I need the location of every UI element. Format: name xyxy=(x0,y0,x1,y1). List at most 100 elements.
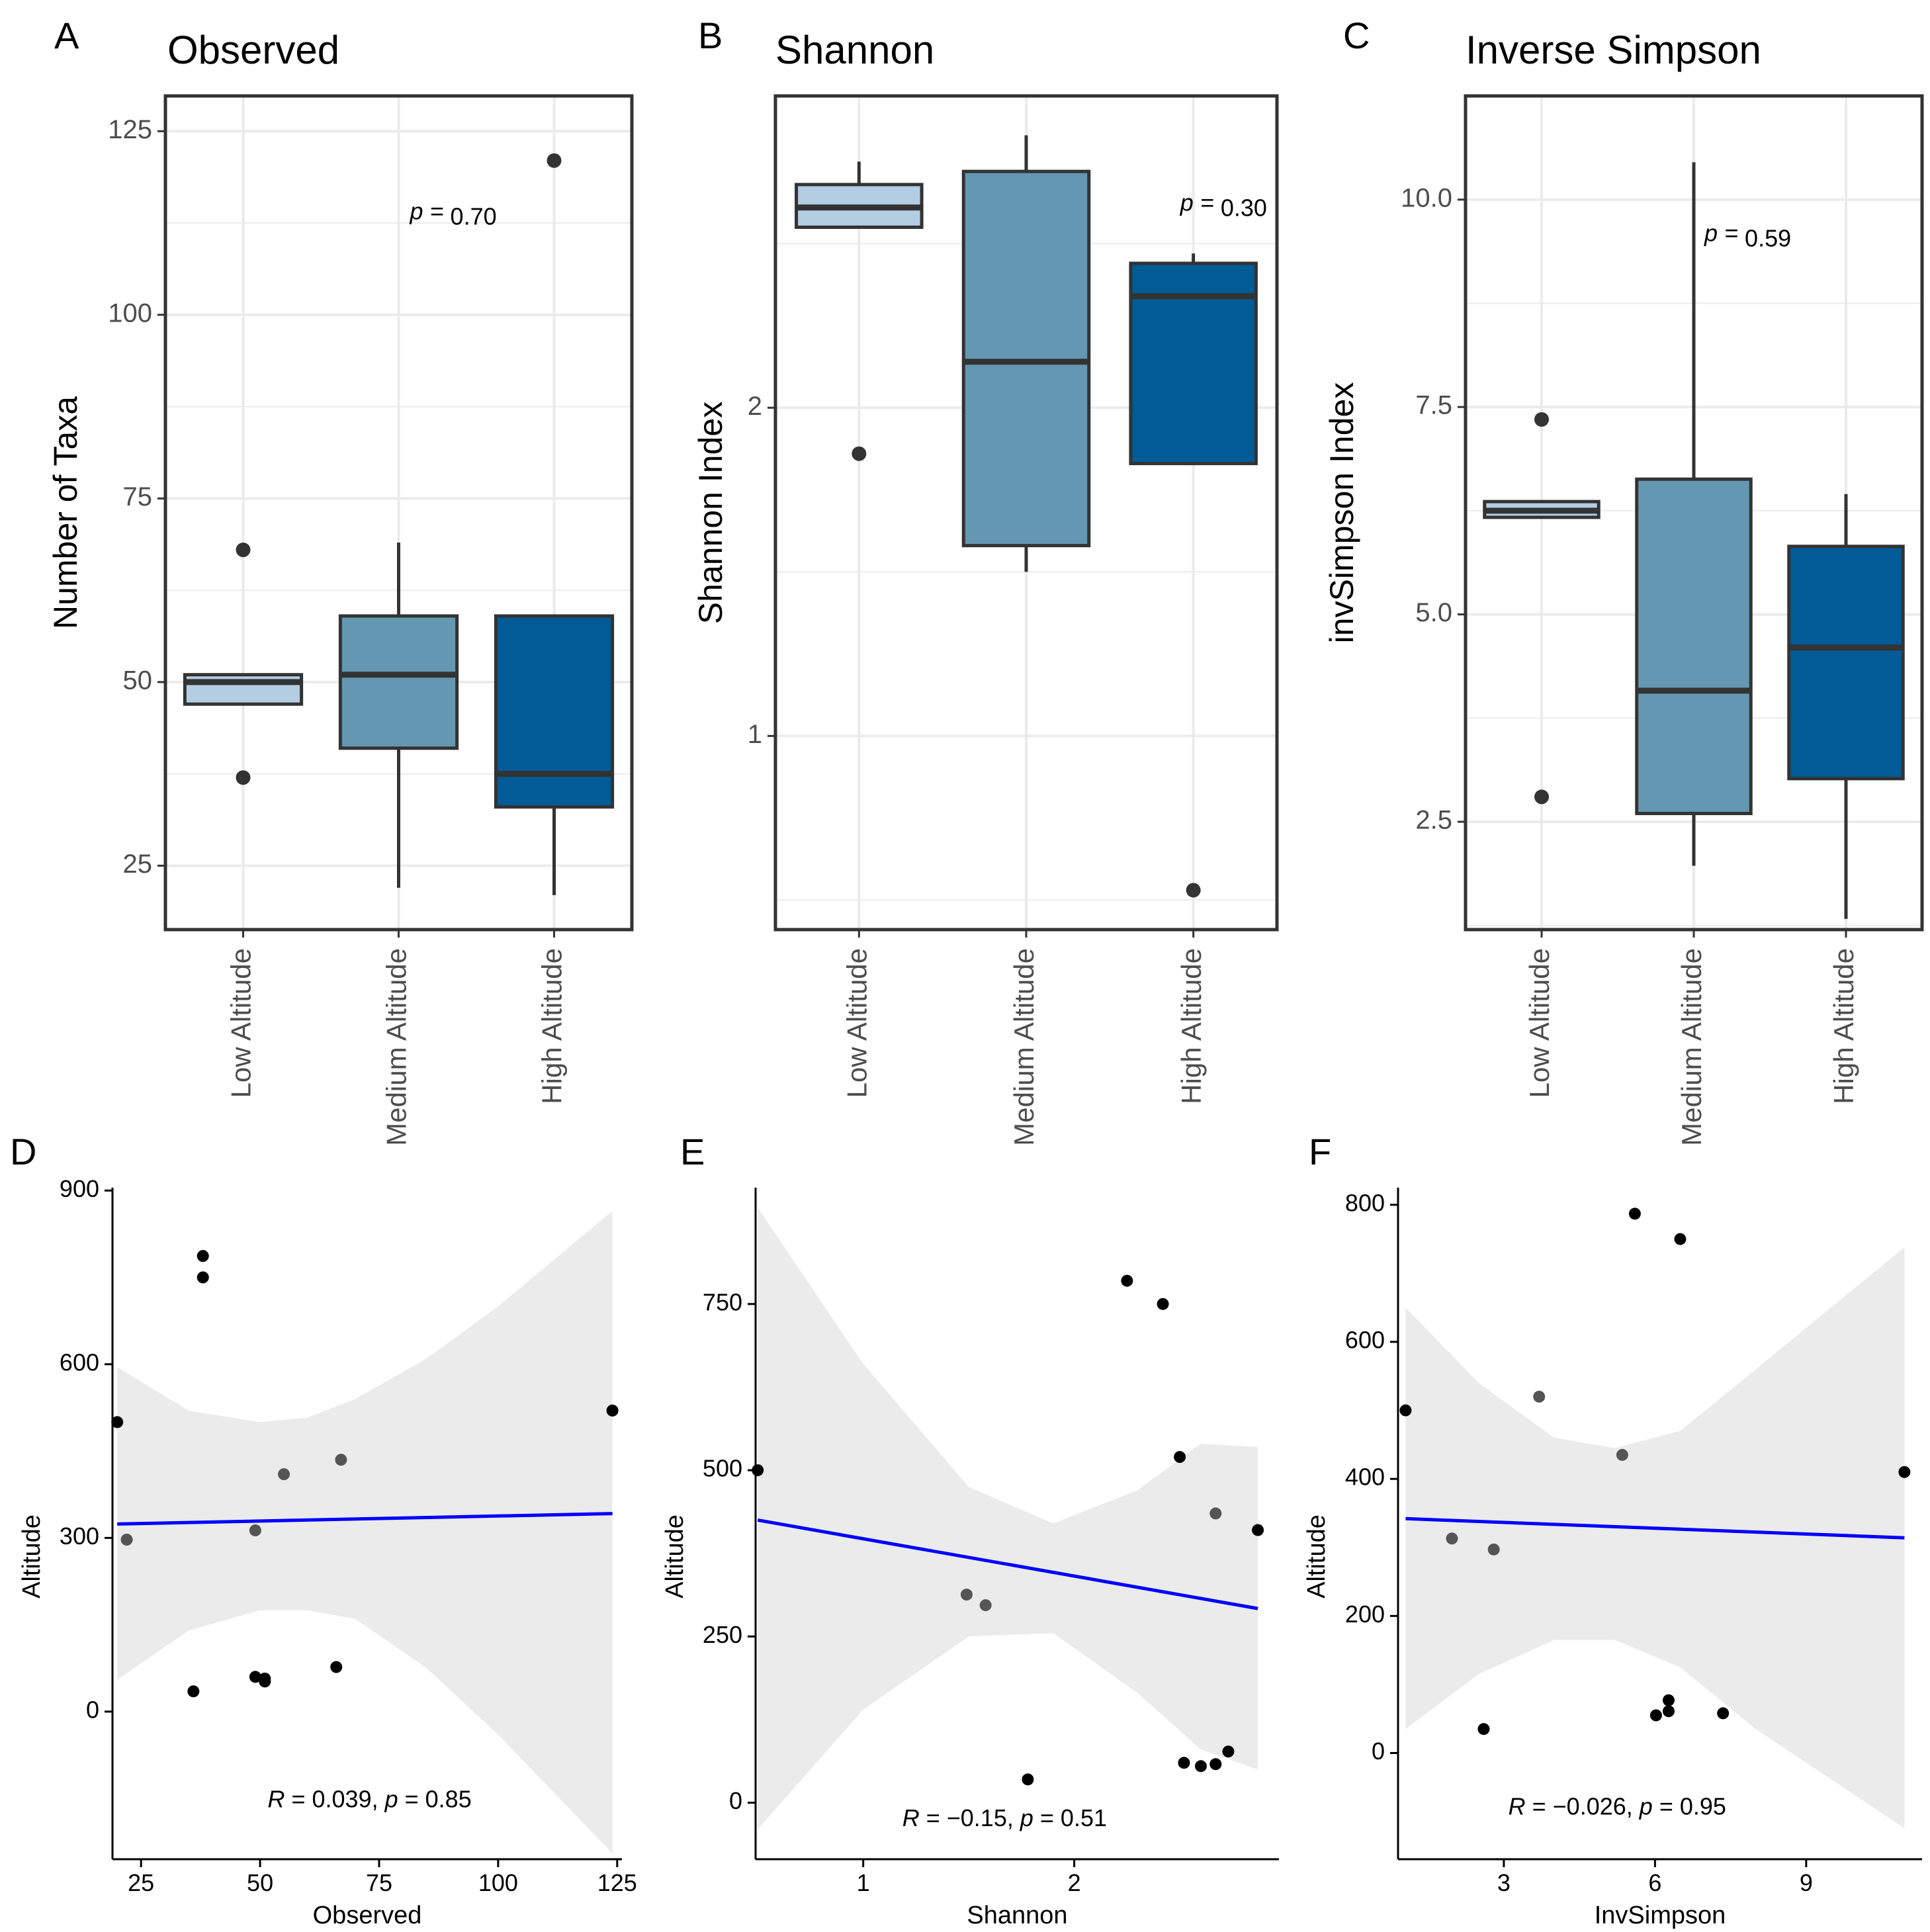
data-point xyxy=(197,1271,209,1284)
y-tick-label: 5.0 xyxy=(1415,598,1452,627)
p-value-annotation: p = 0.70 xyxy=(410,198,497,230)
data-point xyxy=(1477,1723,1490,1735)
r-value: = −0.026, xyxy=(1526,1793,1640,1820)
x-tick-label: 2 xyxy=(1068,1869,1081,1896)
box-medium-altitude xyxy=(1635,477,1753,815)
regression-line xyxy=(117,1512,613,1526)
r-value: = −0.15, xyxy=(920,1804,1020,1831)
p-value: 0.30 xyxy=(1214,195,1267,222)
x-category-label: Low Altitude xyxy=(841,948,872,1098)
panel-border xyxy=(773,94,1279,932)
y-axis-title: Altitude xyxy=(18,1515,46,1599)
y-tick-label: 750 xyxy=(703,1288,742,1315)
panel-label: A xyxy=(54,15,79,56)
data-point xyxy=(1533,1390,1546,1403)
y-tick-label: 100 xyxy=(108,298,152,328)
data-point xyxy=(1209,1507,1222,1520)
data-point xyxy=(979,1599,992,1612)
panel-title: Shannon xyxy=(775,28,934,72)
p-value: 0.59 xyxy=(1738,224,1791,251)
x-axis-title: InvSimpson xyxy=(1595,1902,1726,1929)
data-point xyxy=(1487,1543,1500,1556)
y-tick-label: 125 xyxy=(108,115,152,144)
panel-label: F xyxy=(1309,1131,1331,1172)
y-tick-label: 400 xyxy=(1345,1464,1385,1491)
regression-line xyxy=(757,1518,1258,1610)
y-axis-title: Altitude xyxy=(1303,1515,1331,1599)
p-value: = 0.85 xyxy=(398,1785,472,1812)
y-tick-label: 7.5 xyxy=(1415,391,1452,420)
data-point xyxy=(1717,1707,1730,1720)
r-value: = 0.039, xyxy=(285,1785,384,1812)
confidence-band xyxy=(1405,1247,1905,1829)
data-point xyxy=(249,1524,261,1536)
data-point xyxy=(1022,1773,1034,1786)
data-point xyxy=(1674,1233,1687,1245)
box-medium-altitude xyxy=(338,614,459,750)
data-point xyxy=(1628,1208,1641,1220)
data-point xyxy=(1209,1758,1222,1771)
data-point xyxy=(111,1416,124,1428)
outlier-point xyxy=(236,770,251,785)
y-tick-label: 0 xyxy=(86,1696,99,1723)
data-point xyxy=(259,1675,271,1688)
y-tick-label: 900 xyxy=(60,1175,99,1202)
data-point xyxy=(960,1589,973,1601)
x-tick-label: 25 xyxy=(128,1869,154,1896)
x-category-label: High Altitude xyxy=(537,948,568,1104)
x-tick-label: 125 xyxy=(597,1869,637,1896)
data-point xyxy=(1194,1760,1207,1773)
data-point xyxy=(1121,1274,1133,1287)
p-label: p = xyxy=(1704,219,1738,246)
data-point xyxy=(1174,1451,1186,1464)
y-tick-label: 0 xyxy=(1372,1737,1385,1765)
y-tick-label: 600 xyxy=(1345,1327,1385,1354)
y-axis-title: invSimpson Index xyxy=(1323,382,1360,644)
x-category-label: High Altitude xyxy=(1176,948,1207,1104)
data-point xyxy=(1399,1404,1412,1417)
outlier-point xyxy=(1534,789,1549,805)
panel-a: A Observed 25 50 75 100 125 Low Altitude Medium … xyxy=(47,15,634,1146)
x-tick-label: 75 xyxy=(366,1869,392,1896)
panel-title: Inverse Simpson xyxy=(1466,28,1761,72)
y-axis-title: Shannon Index xyxy=(692,402,729,624)
y-tick-label: 2 xyxy=(748,392,762,421)
y-tick-label: 600 xyxy=(60,1348,99,1376)
panel-border xyxy=(1464,94,1924,932)
y-tick-label: 500 xyxy=(703,1455,742,1482)
panel-label: D xyxy=(10,1131,36,1172)
panel-b: B Shannon 1 2 Low Altitude Medium Altitude Hig… xyxy=(692,15,1279,1146)
outlier-point xyxy=(1534,412,1549,427)
p-label: p xyxy=(1020,1804,1033,1831)
y-tick-label: 10.0 xyxy=(1401,183,1452,212)
x-category-label: Medium Altitude xyxy=(1676,948,1707,1146)
y-tick-label: 300 xyxy=(60,1522,99,1550)
p-value-annotation: p = 0.59 xyxy=(1704,219,1791,251)
x-tick-label: 1 xyxy=(857,1869,870,1896)
data-point xyxy=(249,1671,261,1683)
p-label: p = xyxy=(410,198,444,225)
data-point xyxy=(1222,1745,1235,1758)
p-value: = 0.51 xyxy=(1033,1804,1107,1831)
outlier-point xyxy=(1186,883,1201,898)
y-tick-label: 25 xyxy=(123,850,153,879)
data-point xyxy=(1446,1532,1458,1545)
x-tick-label: 9 xyxy=(1800,1869,1813,1896)
data-point xyxy=(1157,1297,1169,1310)
regression-line xyxy=(1405,1516,1905,1540)
outlier-point xyxy=(236,543,251,558)
data-point xyxy=(1898,1466,1911,1478)
correlation-annotation: R = −0.026, p = 0.95 xyxy=(1509,1793,1726,1820)
y-axis-title: Number of Taxa xyxy=(47,396,84,629)
x-tick-label: 3 xyxy=(1497,1869,1511,1896)
data-point xyxy=(330,1661,343,1673)
panel-c: C Inverse Simpson 2.5 5.0 7.5 10.0 Low Altitud… xyxy=(1323,15,1924,1146)
confidence-band xyxy=(758,1208,1258,1829)
data-point xyxy=(1662,1705,1675,1718)
y-tick-label: 200 xyxy=(1345,1601,1385,1628)
x-tick-label: 100 xyxy=(478,1869,518,1896)
data-point xyxy=(1662,1694,1675,1706)
p-value: 0.70 xyxy=(444,203,497,230)
